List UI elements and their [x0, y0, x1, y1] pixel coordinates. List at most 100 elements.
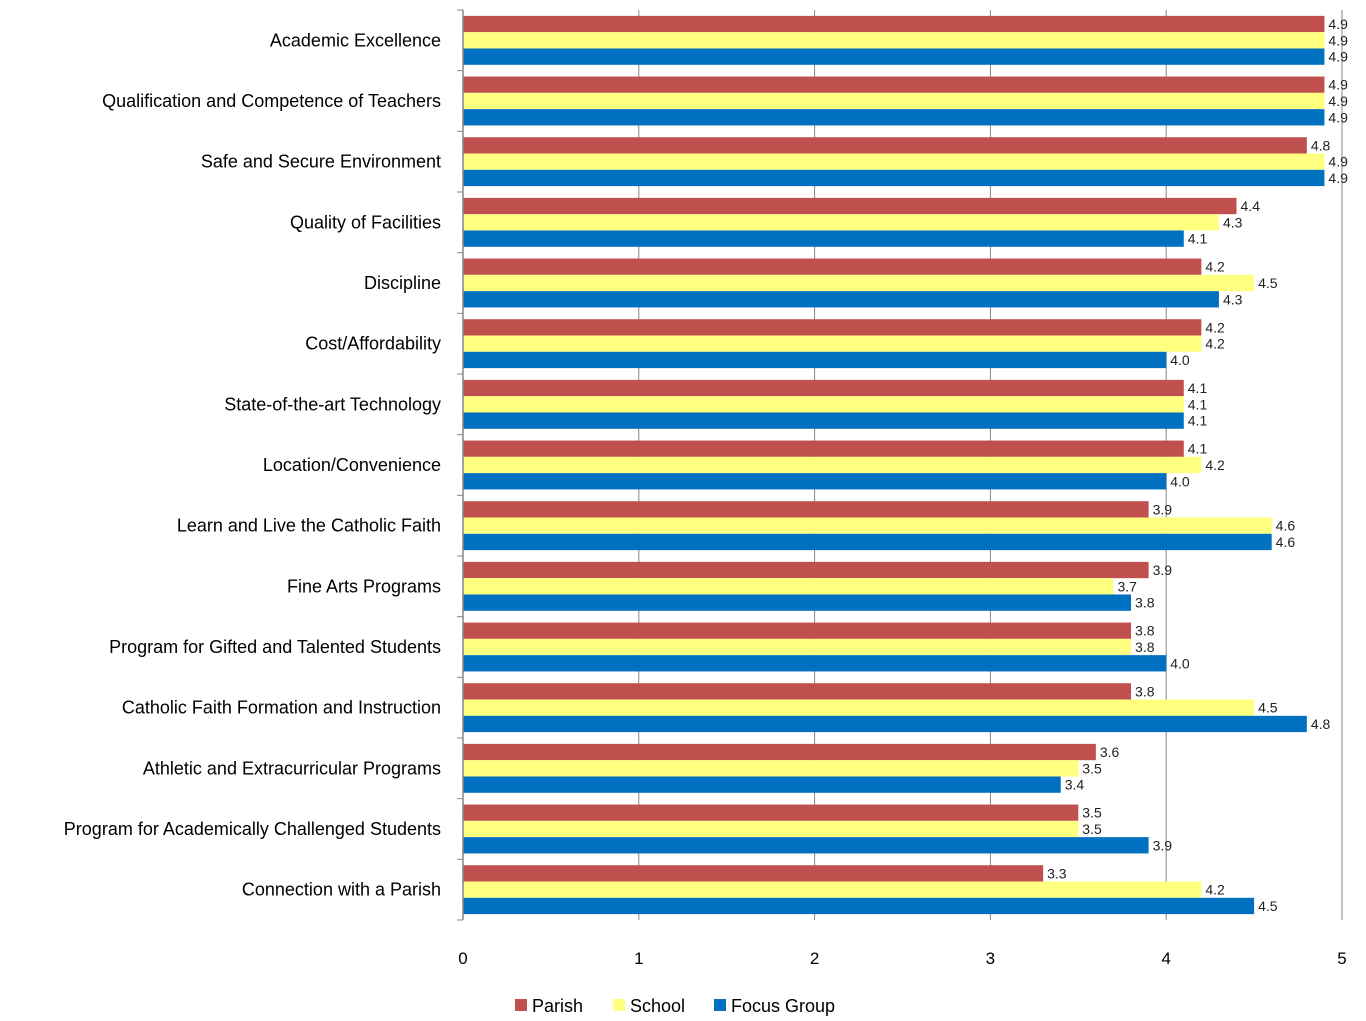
- category-label: State-of-the-art Technology: [224, 394, 441, 414]
- data-label: 3.5: [1082, 760, 1102, 776]
- data-label: 4.9: [1328, 170, 1348, 186]
- bar: [463, 76, 1325, 93]
- data-label: 4.3: [1223, 214, 1243, 230]
- bar: [463, 291, 1219, 308]
- data-label: 4.1: [1188, 231, 1208, 247]
- data-label: 3.6: [1100, 744, 1120, 760]
- data-label: 3.4: [1065, 777, 1085, 793]
- bar: [463, 897, 1255, 915]
- category-label: Program for Gifted and Talented Students: [109, 637, 441, 657]
- data-label: 4.5: [1258, 898, 1278, 914]
- bar: [463, 804, 1079, 821]
- category-label: Connection with a Parish: [242, 880, 441, 900]
- data-label: 4.9: [1328, 154, 1348, 170]
- bar: [463, 594, 1132, 611]
- legend-label: Parish: [532, 996, 583, 1016]
- x-tick-label: 4: [1161, 949, 1170, 968]
- bar: [463, 15, 1325, 33]
- data-label: 4.9: [1328, 93, 1348, 109]
- data-label: 4.5: [1258, 700, 1278, 716]
- category-label: Safe and Secure Environment: [201, 152, 441, 172]
- category-label: Program for Academically Challenged Stud…: [64, 819, 441, 839]
- bar: [463, 319, 1202, 336]
- legend-item: Focus Group: [714, 996, 835, 1016]
- bar: [463, 473, 1167, 490]
- bar: [463, 137, 1307, 154]
- bar: [463, 561, 1149, 579]
- bar: [463, 412, 1184, 429]
- data-label: 4.0: [1170, 352, 1190, 368]
- category-label: Academic Excellence: [270, 30, 441, 50]
- legend-swatch: [714, 999, 726, 1011]
- data-label: 4.2: [1205, 457, 1225, 473]
- data-label: 4.9: [1328, 32, 1348, 48]
- bar: [463, 109, 1325, 126]
- legend-swatch: [613, 999, 625, 1011]
- data-label: 3.5: [1082, 805, 1102, 821]
- data-label: 4.9: [1328, 16, 1348, 32]
- category-label: Catholic Faith Formation and Instruction: [122, 698, 441, 718]
- bar: [463, 622, 1132, 639]
- bar: [463, 578, 1114, 595]
- bar-series: [463, 15, 1325, 915]
- data-label: 4.2: [1205, 319, 1225, 335]
- data-label: 4.6: [1276, 534, 1296, 550]
- category-label: Fine Arts Programs: [287, 576, 441, 596]
- bar: [463, 699, 1255, 716]
- bar: [463, 655, 1167, 672]
- bar: [463, 214, 1219, 231]
- data-label: 3.9: [1153, 562, 1173, 578]
- bar: [463, 533, 1272, 551]
- data-label: 4.9: [1328, 77, 1348, 93]
- data-label: 4.8: [1311, 137, 1331, 153]
- x-tick-label: 5: [1337, 949, 1346, 968]
- axes: [457, 9, 464, 921]
- legend-swatch: [515, 999, 527, 1011]
- bar: [463, 517, 1272, 534]
- data-label: 3.3: [1047, 865, 1067, 881]
- data-label: 4.1: [1188, 413, 1208, 429]
- legend-label: School: [630, 996, 685, 1016]
- data-label: 3.8: [1135, 683, 1155, 699]
- bar: [463, 715, 1307, 733]
- data-label: 4.9: [1328, 109, 1348, 125]
- data-label: 4.3: [1223, 291, 1243, 307]
- legend: Parish School Focus Group: [515, 996, 835, 1016]
- category-label: Qualification and Competence of Teachers: [102, 91, 441, 111]
- data-label: 3.5: [1082, 821, 1102, 837]
- bar: [463, 638, 1132, 656]
- bar: [463, 335, 1202, 352]
- category-label: Athletic and Extracurricular Programs: [143, 758, 441, 778]
- bar: [463, 683, 1132, 700]
- data-label: 3.7: [1117, 578, 1137, 594]
- x-tick-labels: 0 1 2 3 4 5: [458, 949, 1346, 968]
- data-label: 4.2: [1205, 882, 1225, 898]
- bar: [463, 865, 1044, 882]
- bar: [463, 153, 1325, 170]
- data-label: 4.1: [1188, 396, 1208, 412]
- bar: [463, 501, 1149, 518]
- bar: [463, 743, 1096, 761]
- x-tick-label: 2: [810, 949, 819, 968]
- data-label: 4.8: [1311, 716, 1331, 732]
- bar: [463, 351, 1167, 369]
- x-tick-label: 1: [634, 949, 643, 968]
- category-label: Quality of Facilities: [290, 212, 441, 232]
- bar: [463, 48, 1325, 65]
- bar: [463, 396, 1184, 413]
- data-label: 4.6: [1276, 518, 1296, 534]
- x-tick-label: 3: [986, 949, 995, 968]
- bar: [463, 776, 1061, 793]
- data-label: 4.0: [1170, 473, 1190, 489]
- bar: [463, 379, 1184, 397]
- bar: [463, 274, 1255, 292]
- data-label: 3.8: [1135, 623, 1155, 639]
- bar: [463, 820, 1079, 838]
- data-label: 4.1: [1188, 380, 1208, 396]
- bar: [463, 230, 1184, 247]
- legend-label: Focus Group: [731, 996, 835, 1016]
- data-label: 3.8: [1135, 595, 1155, 611]
- category-label: Learn and Live the Catholic Faith: [177, 516, 441, 536]
- data-label: 4.5: [1258, 275, 1278, 291]
- category-label: Discipline: [364, 273, 441, 293]
